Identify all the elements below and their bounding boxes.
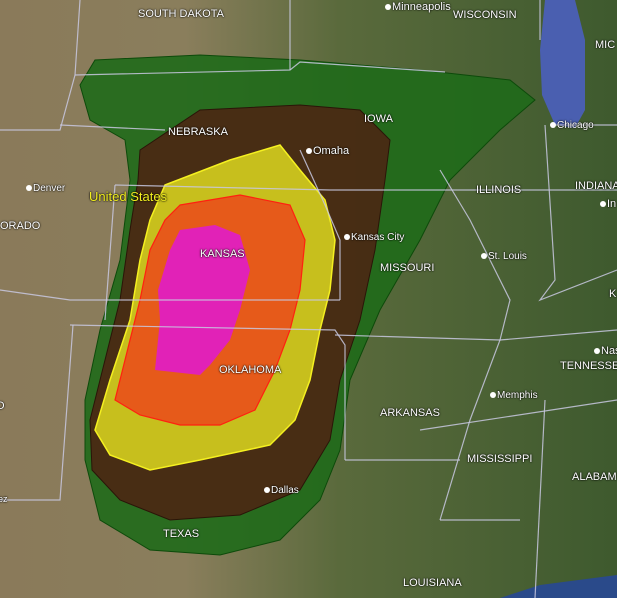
label-iowa: IOWA — [364, 113, 393, 125]
label-mississippi: MISSISSIPPI — [467, 453, 533, 465]
label-south-dakota: SOUTH DAKOTA — [138, 8, 224, 20]
city-minneapolis: Minneapolis — [385, 1, 451, 13]
label-kentucky: K — [609, 288, 617, 300]
label-nebraska: NEBRASKA — [168, 126, 228, 138]
label-country: United States — [89, 189, 168, 204]
label-texas: TEXAS — [163, 528, 200, 540]
gulf-water — [500, 575, 617, 598]
city-indianapolis: In — [600, 198, 616, 210]
label-louisiana: LOUISIANA — [403, 577, 462, 589]
label-missouri: MISSOURI — [380, 262, 435, 274]
label-colorado: ORADO — [0, 220, 41, 232]
label-michigan: MIC — [595, 39, 616, 51]
label-oklahoma: OKLAHOMA — [219, 364, 282, 376]
label-wisconsin: WISCONSIN — [453, 9, 517, 21]
city-chicago: Chicago — [550, 120, 594, 131]
label-new-mexico: O — [0, 400, 5, 412]
label-kansas: KANSAS — [200, 248, 245, 260]
label-illinois: ILLINOIS — [476, 184, 522, 196]
city-omaha: Omaha — [306, 145, 349, 157]
city-kansas-city: Kansas City — [344, 232, 404, 243]
label-partial-ez: ez — [0, 494, 8, 504]
city-st-louis: St. Louis — [481, 251, 527, 262]
lake-michigan — [540, 0, 585, 128]
label-indiana: INDIANA — [575, 180, 617, 192]
city-denver: Denver — [26, 183, 65, 194]
city-dallas: Dallas — [264, 485, 299, 496]
city-memphis: Memphis — [490, 390, 538, 401]
label-tennessee: TENNESSE — [560, 360, 617, 372]
city-nashville: Nas — [594, 345, 617, 357]
label-alabama: ALABAM — [572, 471, 617, 483]
label-arkansas: ARKANSAS — [380, 407, 440, 419]
